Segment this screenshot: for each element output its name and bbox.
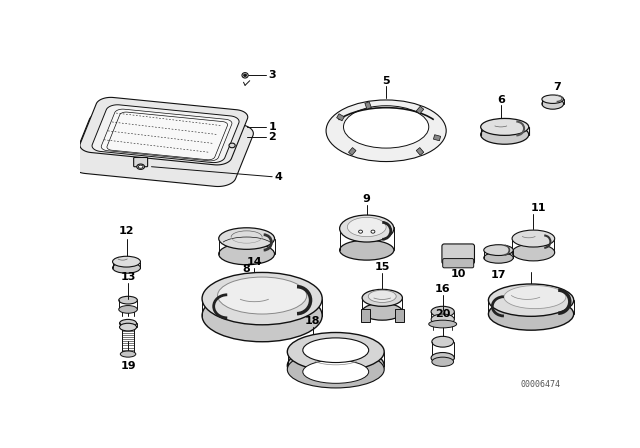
Ellipse shape	[358, 230, 362, 233]
Ellipse shape	[344, 106, 429, 148]
Bar	[416, 147, 424, 155]
Ellipse shape	[113, 256, 140, 267]
Ellipse shape	[119, 306, 138, 313]
Ellipse shape	[326, 100, 446, 162]
Text: 16: 16	[435, 284, 451, 293]
Ellipse shape	[348, 217, 386, 237]
Ellipse shape	[303, 360, 369, 383]
Bar	[395, 310, 404, 322]
Ellipse shape	[484, 252, 513, 263]
Ellipse shape	[429, 320, 457, 328]
FancyBboxPatch shape	[442, 244, 474, 264]
Bar	[365, 102, 371, 109]
Text: 15: 15	[374, 262, 390, 272]
Text: 13: 13	[120, 272, 136, 282]
Text: 14: 14	[246, 257, 262, 267]
Ellipse shape	[120, 323, 136, 331]
Ellipse shape	[202, 289, 322, 342]
Text: 17: 17	[491, 270, 506, 280]
Ellipse shape	[229, 143, 235, 148]
Ellipse shape	[512, 230, 555, 247]
Polygon shape	[72, 112, 253, 186]
Ellipse shape	[542, 95, 564, 103]
Text: 19: 19	[120, 361, 136, 370]
Ellipse shape	[287, 332, 384, 371]
Bar	[433, 135, 440, 141]
Ellipse shape	[368, 290, 396, 302]
Ellipse shape	[244, 74, 246, 77]
Ellipse shape	[218, 277, 307, 314]
Text: 2: 2	[268, 132, 276, 142]
Ellipse shape	[484, 245, 513, 255]
FancyBboxPatch shape	[134, 157, 148, 167]
Ellipse shape	[431, 353, 454, 363]
Ellipse shape	[371, 230, 375, 233]
Ellipse shape	[113, 263, 140, 273]
Ellipse shape	[488, 284, 573, 316]
Polygon shape	[80, 97, 248, 165]
Text: 6: 6	[497, 95, 505, 105]
Ellipse shape	[431, 314, 454, 325]
Ellipse shape	[287, 346, 384, 385]
Ellipse shape	[287, 351, 384, 388]
Bar	[348, 147, 356, 155]
Ellipse shape	[340, 240, 394, 260]
Text: 00006474: 00006474	[520, 380, 561, 389]
Polygon shape	[101, 109, 232, 161]
Text: 5: 5	[382, 76, 390, 86]
Ellipse shape	[219, 228, 275, 250]
Ellipse shape	[119, 296, 138, 304]
Ellipse shape	[504, 285, 566, 309]
Text: 9: 9	[363, 194, 371, 203]
Ellipse shape	[120, 351, 136, 357]
Polygon shape	[107, 112, 228, 160]
Polygon shape	[92, 105, 239, 163]
Ellipse shape	[362, 303, 403, 320]
Bar	[337, 114, 344, 121]
FancyBboxPatch shape	[443, 258, 474, 268]
Text: 11: 11	[531, 203, 546, 213]
Ellipse shape	[481, 125, 529, 144]
Text: 4: 4	[275, 172, 282, 182]
Ellipse shape	[488, 298, 573, 330]
Ellipse shape	[431, 306, 454, 317]
Ellipse shape	[138, 165, 143, 168]
Ellipse shape	[432, 336, 454, 347]
Ellipse shape	[202, 272, 322, 325]
Ellipse shape	[303, 338, 369, 362]
Ellipse shape	[481, 118, 529, 135]
Text: 10: 10	[451, 269, 466, 279]
Ellipse shape	[542, 99, 564, 109]
Ellipse shape	[362, 289, 403, 306]
Bar	[416, 106, 424, 114]
Text: 20: 20	[435, 309, 451, 319]
Ellipse shape	[120, 319, 136, 327]
Text: 12: 12	[119, 226, 134, 236]
Text: 7: 7	[553, 82, 561, 92]
Text: 18: 18	[305, 316, 320, 326]
Ellipse shape	[512, 244, 555, 261]
Ellipse shape	[432, 357, 454, 366]
Ellipse shape	[137, 164, 145, 169]
Text: 3: 3	[268, 70, 276, 80]
Bar	[360, 310, 370, 322]
Ellipse shape	[219, 243, 275, 265]
Ellipse shape	[340, 215, 394, 242]
Text: 1: 1	[268, 122, 276, 132]
Text: 8: 8	[243, 264, 250, 274]
Ellipse shape	[242, 73, 248, 78]
